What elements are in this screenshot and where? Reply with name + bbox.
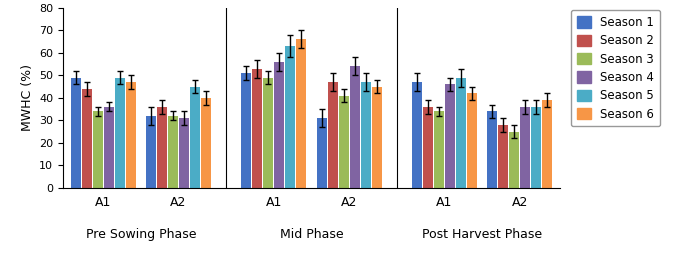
Bar (520, 107, 530, 188)
Text: Mid Phase: Mid Phase (280, 228, 343, 241)
Bar (190, 87, 200, 188)
Bar (274, 62, 284, 188)
Bar (423, 107, 433, 188)
Bar (467, 93, 477, 188)
Legend: Season 1, Season 2, Season 3, Season 4, Season 5, Season 6: Season 1, Season 2, Season 3, Season 4, … (571, 10, 660, 127)
Bar (297, 39, 307, 188)
Bar (179, 118, 189, 188)
Bar (168, 116, 178, 188)
Bar (372, 87, 382, 188)
Bar (360, 82, 370, 188)
Bar (115, 78, 125, 188)
Bar (456, 78, 466, 188)
Bar (498, 125, 508, 188)
Y-axis label: MWHC (%): MWHC (%) (20, 64, 34, 131)
Bar (531, 107, 541, 188)
Bar (349, 66, 360, 188)
Bar (104, 107, 114, 188)
Bar (253, 69, 262, 188)
Bar (157, 107, 167, 188)
Bar (487, 111, 497, 188)
Bar (509, 132, 519, 188)
Bar (82, 89, 92, 188)
Bar (241, 73, 251, 188)
Bar (434, 111, 444, 188)
Bar (146, 116, 156, 188)
Bar (542, 100, 552, 188)
Bar (328, 82, 337, 188)
Bar (263, 78, 274, 188)
Bar (201, 98, 211, 188)
Text: Post Harvest Phase: Post Harvest Phase (422, 228, 542, 241)
Bar (339, 96, 349, 188)
Bar (316, 118, 326, 188)
Bar (286, 46, 295, 188)
Bar (71, 78, 80, 188)
Bar (445, 84, 455, 188)
Bar (93, 111, 103, 188)
Bar (126, 82, 136, 188)
Text: Pre Sowing Phase: Pre Sowing Phase (85, 228, 196, 241)
Bar (412, 82, 422, 188)
